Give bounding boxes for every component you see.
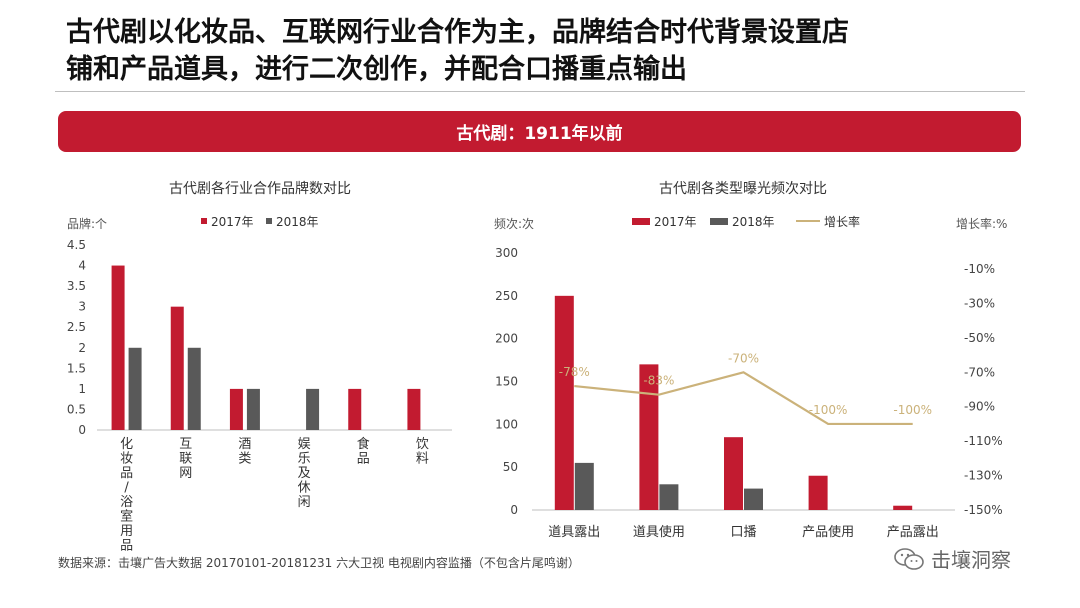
chart1-y-tick-label: 1.5 xyxy=(67,361,86,375)
chart2-y-tick-label: 100 xyxy=(495,417,518,431)
chart2-y-tick-label: 250 xyxy=(495,289,518,303)
chart1-bar-1-1 xyxy=(111,265,125,430)
chart1-legend-label-1: 2017年 xyxy=(211,215,254,229)
chart1-legend-label-2: 2018年 xyxy=(276,215,319,229)
headline-line-1: 古代剧以化妆品、互联网行业合作为主，品牌结合时代背景设置店 xyxy=(66,17,849,48)
chart2-legend-label-line: 增长率 xyxy=(824,214,860,229)
chart1-category-label: 娱乐及休闲 xyxy=(298,437,311,510)
chart2-bar-1-4 xyxy=(808,475,828,510)
chart2-category-label: 道具使用 xyxy=(633,524,685,540)
chart2-growth-data-label: -78% xyxy=(559,365,590,379)
chart1-bar-2-1 xyxy=(128,347,142,430)
chart2-bar-2-1 xyxy=(574,462,594,510)
chart1-bar-2-3 xyxy=(246,388,260,430)
chart2-bar-1-1 xyxy=(554,295,574,510)
chart1-y-axis-label: 品牌:个 xyxy=(67,217,107,231)
chart2-y2-tick-label: -110% xyxy=(964,434,1003,448)
chart2-legend-swatch-1 xyxy=(632,218,650,225)
chart2-growth-data-label: -70% xyxy=(728,351,759,365)
title-divider xyxy=(55,91,1025,92)
chart1-y-tick-label: 2.5 xyxy=(67,320,86,334)
watermark-text: 击壤洞察 xyxy=(931,548,1011,572)
chart2-growth-data-label: -83% xyxy=(643,374,674,388)
chart1-legend-swatch-2 xyxy=(266,218,272,224)
chart2-bar-2-3 xyxy=(744,488,763,510)
chart2-y2-tick-label: -70% xyxy=(964,365,995,379)
chart1-y-tick-label: 4.5 xyxy=(67,238,86,252)
chart2-y-tick-label: 200 xyxy=(495,332,518,346)
chart2-bar-1-3 xyxy=(724,437,743,510)
chart1-category-label: 酒类 xyxy=(238,437,251,467)
chart2-y2-tick-label: -150% xyxy=(964,503,1003,517)
chart1-y-tick-label: 4 xyxy=(78,259,86,273)
chart2-bar-2-2 xyxy=(659,484,679,510)
chart1-bar-1-3 xyxy=(229,388,243,430)
chart2-category-label: 道具露出 xyxy=(548,525,600,540)
chart2-y2-tick-label: -130% xyxy=(964,469,1003,483)
chart1-bar-1-2 xyxy=(170,306,184,430)
chart1-y-tick-label: 0.5 xyxy=(67,402,86,416)
chart2-growth-data-label: -100% xyxy=(893,403,932,417)
data-source-note: 数据来源：击壤广告大数据 20170101-20181231 六大卫视 电视剧内… xyxy=(58,556,580,570)
chart2-legend-label-2: 2018年 xyxy=(732,215,775,229)
chart2-y-axis-label: 频次:次 xyxy=(494,217,534,231)
chart2-y-tick-label: 50 xyxy=(503,460,518,474)
chart1-bar-1-6 xyxy=(407,388,421,430)
chart1-y-tick-label: 1 xyxy=(78,382,86,396)
chart1-bar-1-5 xyxy=(348,388,362,430)
wechat-icon xyxy=(894,547,924,570)
chart2-y2-axis-label: 增长率:% xyxy=(956,216,1007,231)
chart2-title: 古代剧各类型曝光频次对比 xyxy=(659,181,827,197)
chart1-category-label: 饮料 xyxy=(416,437,429,467)
chart1-category-label: 食品 xyxy=(357,436,370,467)
chart2-bar-1-5 xyxy=(893,505,913,510)
page-headline: 古代剧以化妆品、互联网行业合作为主，品牌结合时代背景设置店 铺和产品道具，进行二… xyxy=(66,14,1016,88)
chart2-y-tick-label: 300 xyxy=(495,246,518,260)
headline-line-2: 铺和产品道具，进行二次创作，并配合口播重点输出 xyxy=(66,54,687,85)
chart1-y-tick-label: 3.5 xyxy=(67,279,86,293)
chart2-y2-tick-label: -50% xyxy=(964,331,995,345)
watermark: 击壤洞察 xyxy=(893,544,1011,573)
chart2-category-label: 产品使用 xyxy=(802,524,854,540)
chart2-legend-swatch-2 xyxy=(710,218,728,225)
era-banner: 古代剧：1911年以前 xyxy=(58,111,1021,152)
chart2-category-label: 产品露出 xyxy=(887,525,939,540)
chart1-y-tick-label: 2 xyxy=(78,341,86,355)
chart1-category-label: 互联网 xyxy=(179,437,192,481)
chart1-y-tick-label: 0 xyxy=(78,423,86,437)
chart2-category-label: 口播 xyxy=(730,525,756,540)
chart1-bar-2-2 xyxy=(187,347,201,430)
era-banner-text: 古代剧：1911年以前 xyxy=(456,124,623,144)
chart2-legend-label-1: 2017年 xyxy=(654,215,697,229)
chart2-y2-tick-label: -10% xyxy=(964,262,995,276)
chart2-y2-tick-label: -90% xyxy=(964,400,995,414)
chart1-category-label: 化妆品/浴室用品 xyxy=(120,437,133,554)
chart2-y2-tick-label: -30% xyxy=(964,296,995,310)
chart2-bar-1-2 xyxy=(639,364,659,510)
chart2-growth-data-label: -100% xyxy=(809,403,848,417)
chart1-bar-2-4 xyxy=(306,388,320,430)
chart1-title: 古代剧各行业合作品牌数对比 xyxy=(169,180,351,197)
chart1-legend-swatch-1 xyxy=(201,218,207,224)
chart2-y-tick-label: 150 xyxy=(495,375,518,389)
chart2-y-tick-label: 0 xyxy=(510,503,518,517)
chart2-growth-line xyxy=(574,371,913,426)
chart1-y-tick-label: 3 xyxy=(78,300,86,314)
